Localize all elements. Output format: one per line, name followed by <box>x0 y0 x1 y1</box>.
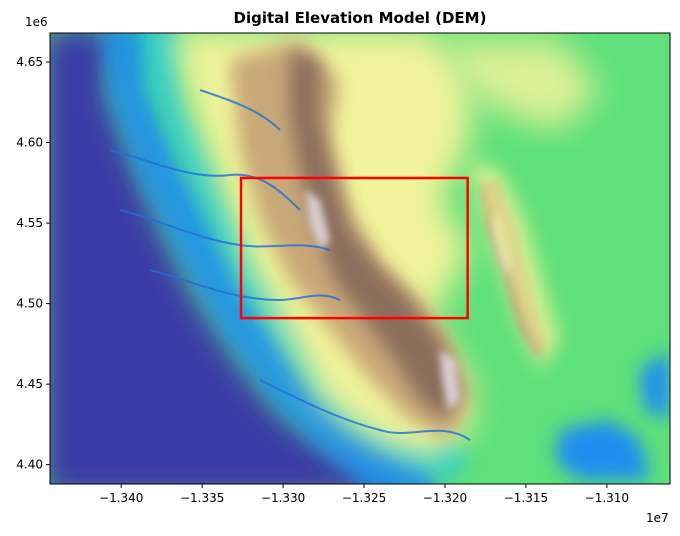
x-axis: −1.340 −1.335 −1.330 −1.325 −1.320 −1.315 −1.3… <box>99 484 629 505</box>
dem-lowland-region <box>50 33 399 484</box>
plot-frame <box>49 32 671 485</box>
dem-southeast-basin <box>555 350 670 480</box>
x-tick-label: −1.320 <box>423 491 467 505</box>
dem-east-foothills <box>470 160 560 370</box>
dem-heatmap <box>50 33 670 484</box>
river-3 <box>149 269 341 302</box>
x-tick-label: −1.335 <box>180 491 224 505</box>
x-tick-label: −1.310 <box>585 491 629 505</box>
chart-title: Digital Elevation Model (DEM) <box>234 9 487 27</box>
y-axis: 4.40 4.45 4.50 4.55 4.60 4.65 <box>16 55 50 472</box>
dem-blue-band <box>101 33 436 484</box>
dem-range-brown <box>290 50 460 420</box>
x-tick-label: −1.315 <box>504 491 548 505</box>
x-tick-label: −1.330 <box>261 491 305 505</box>
river-5 <box>259 379 471 441</box>
y-tick-label: 4.45 <box>16 377 43 391</box>
river-1 <box>109 149 301 211</box>
y-offset-label: 1e6 <box>25 15 48 29</box>
highlight-box <box>239 176 469 320</box>
y-tick-label: 4.65 <box>16 55 43 69</box>
dem-northeast-yellow <box>440 40 600 130</box>
river-4 <box>199 89 281 131</box>
y-tick-label: 4.60 <box>16 136 43 150</box>
y-tick-label: 4.55 <box>16 216 43 230</box>
y-tick-label: 4.50 <box>16 297 43 311</box>
y-tick-label: 4.40 <box>16 458 43 472</box>
dem-range-peaks <box>305 190 460 410</box>
x-tick-label: −1.325 <box>342 491 386 505</box>
x-tick-label: −1.340 <box>99 491 143 505</box>
x-offset-label: 1e7 <box>646 511 669 525</box>
